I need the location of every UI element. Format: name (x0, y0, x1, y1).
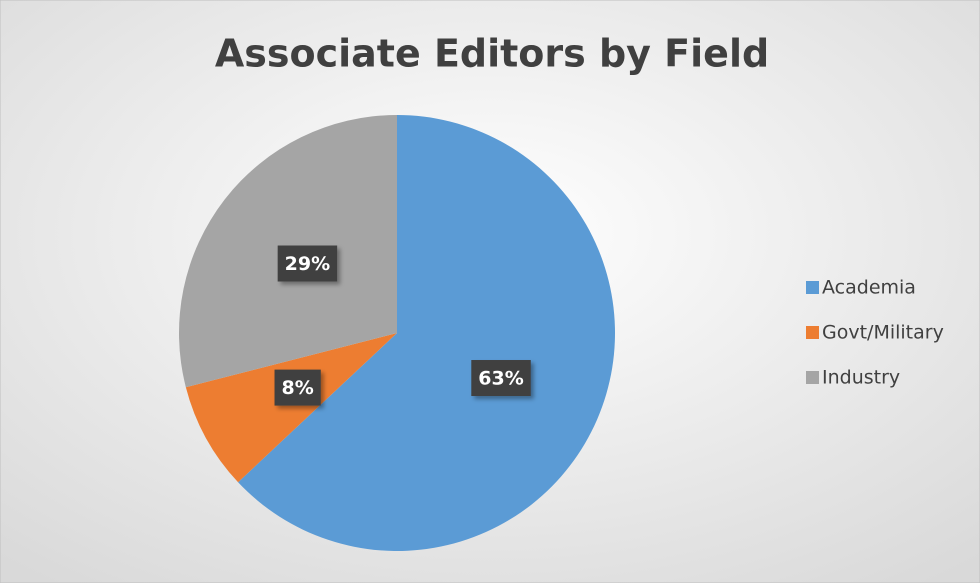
pie-slice (185, 333, 397, 483)
data-label: 29% (285, 253, 330, 275)
legend-swatch (806, 326, 819, 339)
data-label-box (274, 369, 321, 406)
legend-label: Govt/Military (822, 322, 944, 344)
data-label: 8% (282, 377, 314, 399)
legend-swatch (806, 371, 819, 384)
data-label-box (277, 245, 338, 282)
data-label-group: 63% (471, 360, 531, 397)
pie-slice (238, 115, 615, 551)
chart-title: Associate Editors by Field (215, 32, 769, 76)
data-label-group: 8% (274, 369, 321, 406)
data-label-box (471, 360, 531, 397)
data-label: 63% (478, 368, 523, 390)
legend-swatch (806, 281, 819, 294)
legend-label: Academia (822, 277, 916, 299)
data-label-group: 29% (277, 245, 338, 282)
legend-label: Industry (822, 367, 900, 389)
